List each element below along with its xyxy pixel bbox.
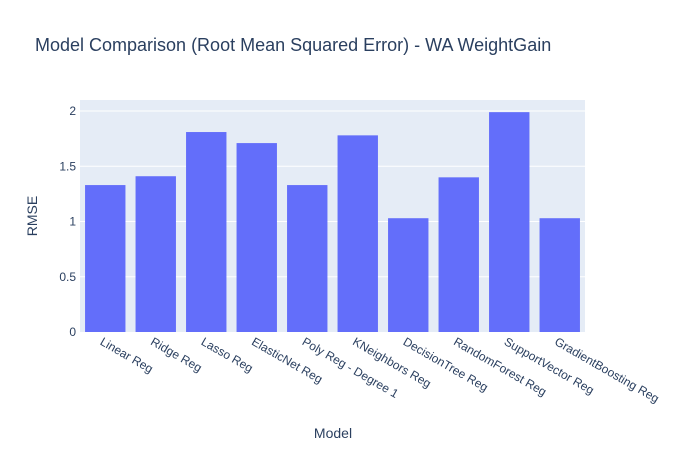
bar[interactable]: [337, 135, 378, 332]
bar[interactable]: [236, 143, 277, 332]
bar[interactable]: [85, 185, 126, 332]
x-tick-label: Lasso Reg: [199, 334, 256, 375]
bar[interactable]: [388, 218, 429, 332]
bar[interactable]: [539, 218, 580, 332]
x-tick-label: RandomForest Reg: [451, 334, 549, 398]
y-tick-label: 1.5: [59, 159, 76, 173]
x-tick-label: Linear Reg: [98, 334, 156, 375]
x-tick-label: DecisionTree Reg: [401, 334, 491, 394]
y-tick-label: 0.5: [59, 270, 76, 284]
bar[interactable]: [489, 112, 530, 333]
x-tick-label: Ridge Reg: [148, 334, 204, 374]
bar[interactable]: [135, 176, 176, 332]
y-tick-label: 1: [69, 215, 76, 229]
bars: [85, 112, 580, 333]
bar[interactable]: [287, 185, 328, 332]
bar[interactable]: [438, 177, 479, 332]
x-axis-title: Model: [314, 425, 352, 441]
y-tick-label: 0: [69, 325, 76, 339]
y-tick-label: 2: [69, 104, 76, 118]
y-tick-labels: 0 0.5 1 1.5 2: [59, 104, 76, 339]
chart-title: Model Comparison (Root Mean Squared Erro…: [35, 35, 551, 55]
x-tick-label: SupportVector Reg: [502, 334, 597, 397]
y-axis-title: RMSE: [24, 196, 40, 236]
bar[interactable]: [186, 132, 227, 332]
